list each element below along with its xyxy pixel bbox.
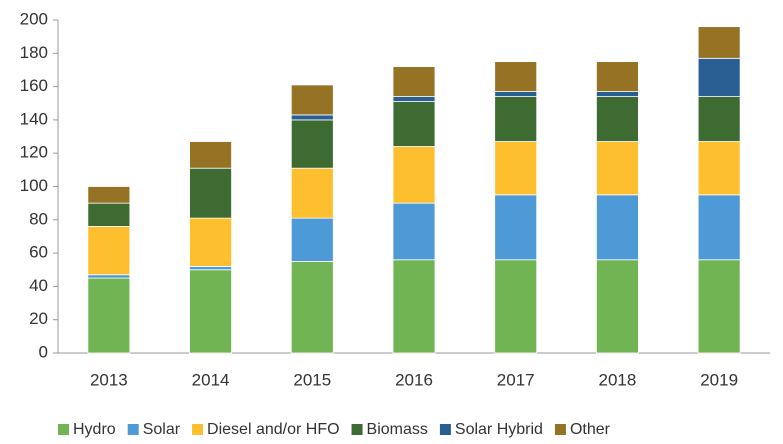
bar-segment (494, 96, 538, 142)
y-tick-label: 40 (29, 276, 48, 295)
legend: Hydro Solar Diesel and/or HFO Biomass Solar … (58, 421, 611, 438)
legend-label: Hydro (73, 421, 116, 438)
bar-segment (596, 96, 639, 142)
bar-segment (494, 61, 538, 92)
bar-segment (290, 84, 334, 116)
bar-segment (596, 61, 639, 92)
bar-segment (494, 141, 538, 196)
bar-segment (189, 266, 232, 271)
y-tick-label: 80 (29, 209, 48, 228)
legend-swatch (58, 424, 69, 435)
y-tick-label: 160 (20, 76, 48, 95)
bar-segment (87, 277, 131, 354)
bar-segment (290, 217, 334, 262)
y-tick-label: 180 (20, 43, 48, 62)
bar-segment (392, 66, 436, 97)
bar-segment (697, 194, 741, 261)
legend-label: Solar Hybrid (455, 421, 543, 438)
bar-segment (290, 114, 334, 121)
x-tick-label: 2013 (90, 370, 128, 389)
bar-segment (87, 274, 131, 279)
legend-label: Diesel and/or HFO (207, 421, 340, 438)
x-tick-label: 2015 (293, 370, 331, 389)
y-tick-label: 0 (39, 342, 48, 361)
bar-segment (290, 261, 334, 354)
legend-swatch (439, 424, 451, 435)
bar-segment (392, 146, 436, 204)
bar-segment (596, 91, 639, 97)
bar-segment (697, 141, 741, 196)
legend-swatch (127, 424, 139, 435)
x-tick-label: 2019 (700, 370, 738, 389)
bar-segment (596, 194, 639, 261)
bar-segment (87, 202, 131, 227)
legend-label: Solar (143, 421, 181, 438)
x-tick-label: 2014 (192, 370, 230, 389)
bar-segment (87, 226, 131, 276)
bar-segment (392, 101, 436, 147)
bar-segment (290, 119, 334, 169)
bar-segment (392, 259, 436, 354)
y-tick-label: 200 (20, 9, 48, 28)
bar-segment (596, 259, 639, 354)
bar-segment (494, 259, 538, 354)
legend-label: Other (570, 421, 611, 438)
y-tick-label: 20 (29, 309, 48, 328)
bar-segment (596, 141, 639, 196)
legend-swatch (351, 424, 363, 435)
bar-segment (290, 167, 334, 219)
bar-segment (189, 217, 232, 267)
legend-swatch (554, 424, 566, 435)
bar-segment (392, 96, 436, 102)
bar-segment (87, 186, 131, 204)
bar-segment (189, 167, 232, 219)
x-tick-label: 2016 (395, 370, 433, 389)
bar-segment (697, 26, 741, 59)
x-tick-label: 2017 (497, 370, 535, 389)
bar-segment (494, 91, 538, 97)
y-tick-label: 140 (20, 109, 48, 128)
y-tick-label: 60 (29, 243, 48, 262)
bar-segment (697, 57, 741, 97)
legend-swatch (192, 424, 204, 435)
bar-segment (392, 202, 436, 261)
y-tick-label: 120 (20, 143, 48, 162)
bar-segment (189, 141, 232, 169)
bar-segment (697, 96, 741, 142)
y-tick-label: 100 (20, 176, 48, 195)
legend-label: Biomass (367, 421, 428, 438)
bar-segment (494, 194, 538, 261)
bar-segment (697, 259, 741, 354)
x-tick-label: 2018 (599, 370, 637, 389)
bar-segment (189, 269, 232, 354)
